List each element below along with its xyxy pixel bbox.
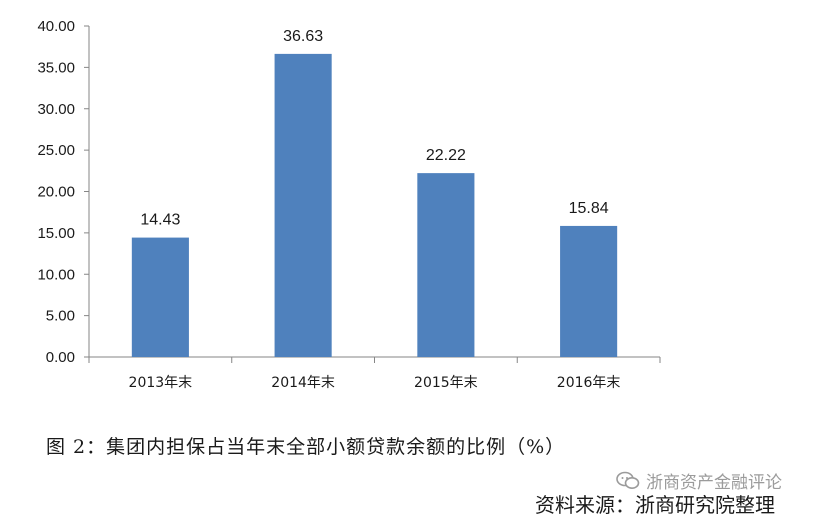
bar xyxy=(274,53,332,357)
watermark: 浙商资产金融评论 xyxy=(616,468,782,493)
bar xyxy=(131,237,189,357)
y-tick-label: 25.00 xyxy=(37,142,75,159)
y-tick-label: 5.00 xyxy=(46,308,75,325)
data-label: 22.22 xyxy=(426,147,466,164)
x-tick-label: 2016年末 xyxy=(557,375,621,391)
data-label: 15.84 xyxy=(569,200,609,217)
figure-caption: 图 2：集团内担保占当年末全部小额贷款余额的比例（%） xyxy=(46,436,566,458)
y-tick-label: 30.00 xyxy=(37,101,75,118)
y-tick-label: 40.00 xyxy=(37,18,75,35)
bar-chart: 0.00 5.00 10.00 15.00 20.00 25.00 30.00 35.00 40… xyxy=(37,18,661,391)
x-tick-label: 2013年末 xyxy=(129,375,193,391)
bar xyxy=(560,225,618,357)
bar xyxy=(417,173,475,357)
y-tick-label: 20.00 xyxy=(37,184,75,201)
data-label: 14.43 xyxy=(140,212,180,229)
watermark-text: 浙商资产金融评论 xyxy=(646,473,782,493)
y-tick-label: 35.00 xyxy=(37,59,75,76)
x-tick-label: 2014年末 xyxy=(271,375,335,391)
y-tick-label: 10.00 xyxy=(37,266,75,283)
x-tick-label: 2015年末 xyxy=(414,375,478,391)
source-note: 资料来源：浙商研究院整理 xyxy=(535,493,775,517)
y-tick-label: 0.00 xyxy=(46,349,75,366)
wechat-icon xyxy=(616,471,640,491)
y-tick-label: 15.00 xyxy=(37,225,75,242)
data-label: 36.63 xyxy=(283,28,323,45)
